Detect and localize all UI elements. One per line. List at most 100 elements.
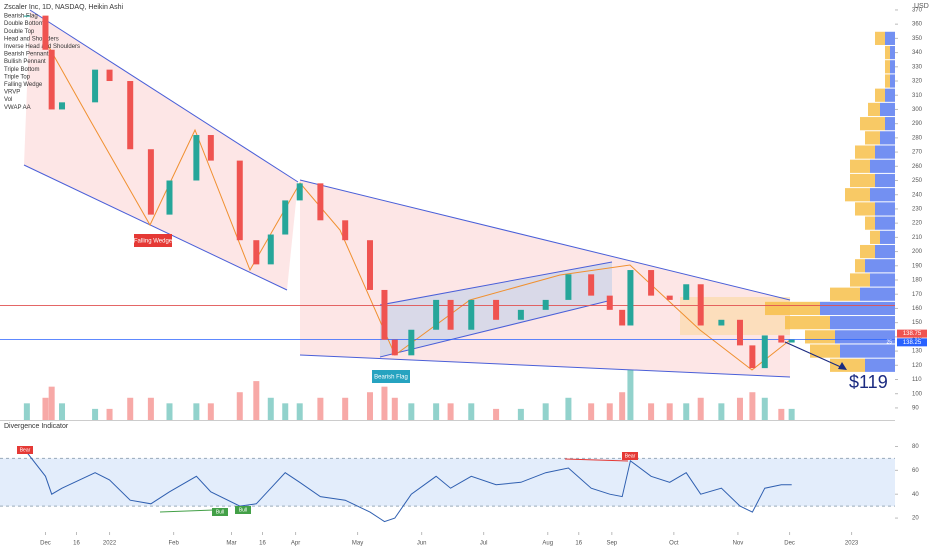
profile-up: [870, 188, 895, 202]
x-tick-label: 16: [73, 541, 80, 547]
profile-up: [860, 287, 895, 301]
candle: [761, 335, 768, 369]
candle: [542, 299, 549, 310]
trend-line: [29, 9, 299, 183]
profile-up: [880, 230, 895, 244]
signal-label: Bear: [625, 453, 636, 459]
profile-down: [860, 117, 885, 131]
profile-up: [865, 358, 895, 372]
volume-bar: [296, 403, 303, 420]
profile-down: [850, 173, 875, 188]
trend-line: [299, 354, 791, 378]
profile-up: [885, 88, 895, 102]
profile-up: [885, 31, 895, 45]
indicator-band: [0, 458, 895, 507]
countdown: 25: [886, 340, 892, 346]
legend-item: Triple Top: [4, 74, 31, 80]
volume-bar: [736, 397, 743, 420]
volume-bar: [718, 403, 725, 420]
trend-line: [379, 261, 613, 306]
profile-down: [885, 60, 890, 74]
y-tick-label: 190: [912, 263, 923, 269]
legend-item: Inverse Head and Shoulders: [4, 44, 80, 50]
legend-item: Bearish Pennant: [4, 52, 49, 58]
annotation: Falling Wedge: [134, 239, 173, 245]
legend-item: Bearish Flag: [4, 14, 38, 20]
x-tick-label: Dec: [40, 541, 51, 547]
volume-bar: [408, 403, 415, 420]
y-tick-label: 20: [912, 516, 919, 522]
legend-item: Bullish Pennant: [4, 59, 46, 65]
profile-up: [875, 145, 895, 159]
profile-up: [880, 102, 895, 117]
volume-bar: [493, 408, 500, 420]
candle: [236, 160, 243, 241]
profile-up: [885, 117, 895, 131]
legend-item: Vol: [4, 97, 12, 103]
y-tick-label: 120: [912, 363, 923, 369]
profile-down: [870, 230, 880, 244]
legend-item: Triple Bottom: [4, 67, 39, 73]
profile-down: [830, 287, 860, 301]
candle: [207, 135, 214, 161]
candle: [92, 69, 99, 103]
volume-bar: [127, 397, 134, 420]
candle: [296, 183, 303, 201]
x-tick-label: Jul: [480, 541, 488, 547]
volume-bar: [666, 403, 673, 420]
volume-bar: [542, 403, 549, 420]
volume-bar: [267, 397, 274, 420]
candle: [106, 69, 113, 82]
candle: [433, 299, 440, 330]
candle: [253, 240, 260, 265]
signal-box: [17, 446, 33, 454]
y-tick-label: 160: [912, 306, 923, 312]
trend-line: [299, 179, 791, 301]
profile-up: [890, 60, 895, 74]
legend-item: VWAP AA: [4, 105, 31, 111]
y-tick-label: 300: [912, 107, 923, 113]
profile-down: [855, 259, 865, 273]
volume-bar: [193, 403, 200, 420]
candle: [366, 240, 373, 290]
x-tick-label: Dec: [784, 541, 795, 547]
y-tick-label: 240: [912, 192, 923, 198]
annotation-box: [372, 370, 410, 383]
chart-title: Zscaler Inc, 1D, NASDAQ, Heikin Ashi: [4, 4, 123, 11]
legend-item: Double Bottom: [4, 21, 44, 27]
profile-up: [835, 330, 895, 344]
y-tick-label: 80: [912, 444, 919, 450]
trend-line: [23, 164, 288, 291]
candle: [342, 220, 349, 241]
trend-line: [379, 299, 613, 358]
legend-item: VRVP: [4, 90, 20, 96]
volume-bar: [565, 397, 572, 420]
y-tick-label: 230: [912, 207, 923, 213]
panel-divider: [0, 420, 895, 421]
profile-up: [875, 244, 895, 259]
y-tick-label: 40: [912, 492, 919, 498]
profile-up: [890, 45, 895, 60]
x-tick-label: Mar: [226, 541, 236, 547]
candle: [517, 309, 524, 320]
volume-bar: [381, 386, 388, 420]
y-tick-label: 270: [912, 150, 923, 156]
x-tick-label: 16: [259, 541, 266, 547]
volume-bar: [317, 397, 324, 420]
price-label-bg: [897, 338, 927, 347]
volume-bar: [468, 403, 475, 420]
profile-down: [875, 31, 885, 45]
volume-bar: [517, 408, 524, 420]
volume-bar: [253, 381, 260, 420]
x-tick-label: Oct: [669, 541, 679, 547]
candle: [166, 180, 173, 215]
profile-up: [870, 159, 895, 173]
volume-bar: [207, 403, 214, 420]
x-tick-label: Apr: [291, 541, 300, 547]
candle: [627, 270, 634, 326]
target-arrow: [784, 341, 844, 369]
x-tick-label: Feb: [168, 541, 179, 547]
indicator-title: Divergence Indicator: [4, 423, 69, 430]
target-label: $119: [849, 372, 888, 392]
